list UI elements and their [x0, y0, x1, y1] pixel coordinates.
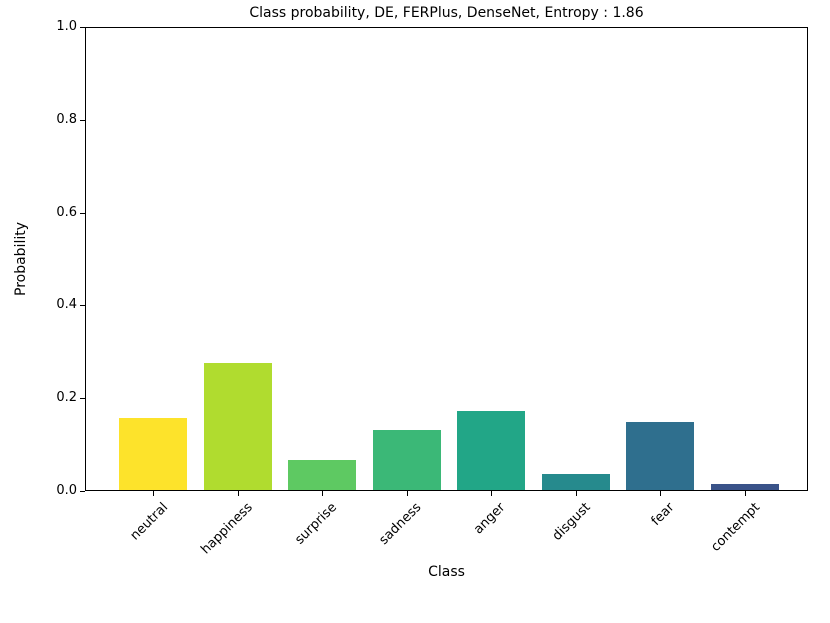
y-tick-label-0.0: 0.0	[56, 483, 77, 498]
x-tick-mark	[745, 491, 746, 496]
x-tick-mark	[491, 491, 492, 496]
x-tick-mark	[238, 491, 239, 496]
y-tick-label-0.8: 0.8	[56, 112, 77, 127]
plot-area	[85, 27, 808, 491]
bar-sadness	[373, 430, 441, 490]
bar-disgust	[542, 474, 610, 490]
y-tick-mark	[80, 213, 85, 214]
y-tick-mark	[80, 120, 85, 121]
bar-anger	[457, 411, 525, 490]
x-axis-label: Class	[428, 564, 465, 580]
y-tick-label-0.2: 0.2	[56, 390, 77, 405]
y-axis-label: Probability	[13, 221, 29, 297]
bar-happiness	[204, 363, 272, 490]
x-tick-mark	[660, 491, 661, 496]
x-tick-label-disgust: disgust	[549, 500, 594, 544]
x-tick-mark	[407, 491, 408, 496]
x-tick-label-fear: fear	[648, 500, 678, 529]
x-tick-mark	[576, 491, 577, 496]
y-tick-label-1.0: 1.0	[56, 19, 77, 34]
y-tick-label-0.4: 0.4	[56, 297, 77, 312]
chart-title: Class probability, DE, FERPlus, DenseNet…	[249, 5, 644, 21]
y-tick-mark	[80, 305, 85, 306]
x-tick-mark	[322, 491, 323, 496]
x-tick-label-anger: anger	[471, 500, 509, 538]
x-tick-label-happiness: happiness	[198, 500, 256, 558]
x-tick-label-surprise: surprise	[291, 500, 340, 548]
x-tick-mark	[153, 491, 154, 496]
y-tick-label-0.6: 0.6	[56, 205, 77, 220]
x-tick-label-sadness: sadness	[376, 500, 425, 548]
x-tick-label-neutral: neutral	[127, 500, 171, 544]
y-tick-mark	[80, 491, 85, 492]
y-tick-mark	[80, 27, 85, 28]
y-tick-mark	[80, 398, 85, 399]
bar-contempt	[711, 484, 779, 490]
bar-surprise	[288, 460, 356, 490]
bar-neutral	[119, 418, 187, 490]
x-tick-label-contempt: contempt	[707, 500, 763, 555]
bar-fear	[626, 422, 694, 490]
